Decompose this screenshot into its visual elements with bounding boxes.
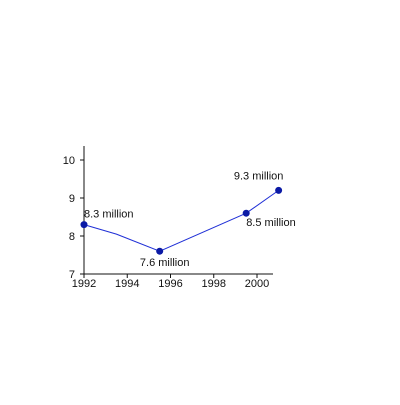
y-tick-label: 10	[63, 155, 75, 167]
data-label: 9.3 million	[234, 170, 284, 182]
x-tick-label: 2000	[245, 278, 269, 290]
x-tick-label: 1996	[158, 278, 182, 290]
data-point-marker	[156, 247, 164, 255]
data-point-marker	[80, 221, 88, 229]
data-label: 8.5 million	[246, 217, 296, 229]
y-tick-label: 8	[69, 231, 75, 243]
data-label: 8.3 million	[84, 209, 134, 221]
data-point-marker	[275, 186, 283, 194]
y-tick-label: 9	[69, 193, 75, 205]
axes: 1992 1994 1996 1998 2000 7 8 9 10	[63, 146, 273, 290]
y-tick-label: 7	[69, 269, 75, 281]
x-tick-label: 1994	[115, 278, 139, 290]
data-point-marker	[242, 209, 250, 217]
data-markers	[80, 186, 283, 255]
x-tick-label: 1992	[72, 278, 96, 290]
data-label: 7.6 million	[140, 257, 190, 269]
data-labels: 8.3 million 7.6 million 8.5 million 9.3 mil…	[84, 170, 296, 269]
x-tick-label: 1998	[202, 278, 226, 290]
